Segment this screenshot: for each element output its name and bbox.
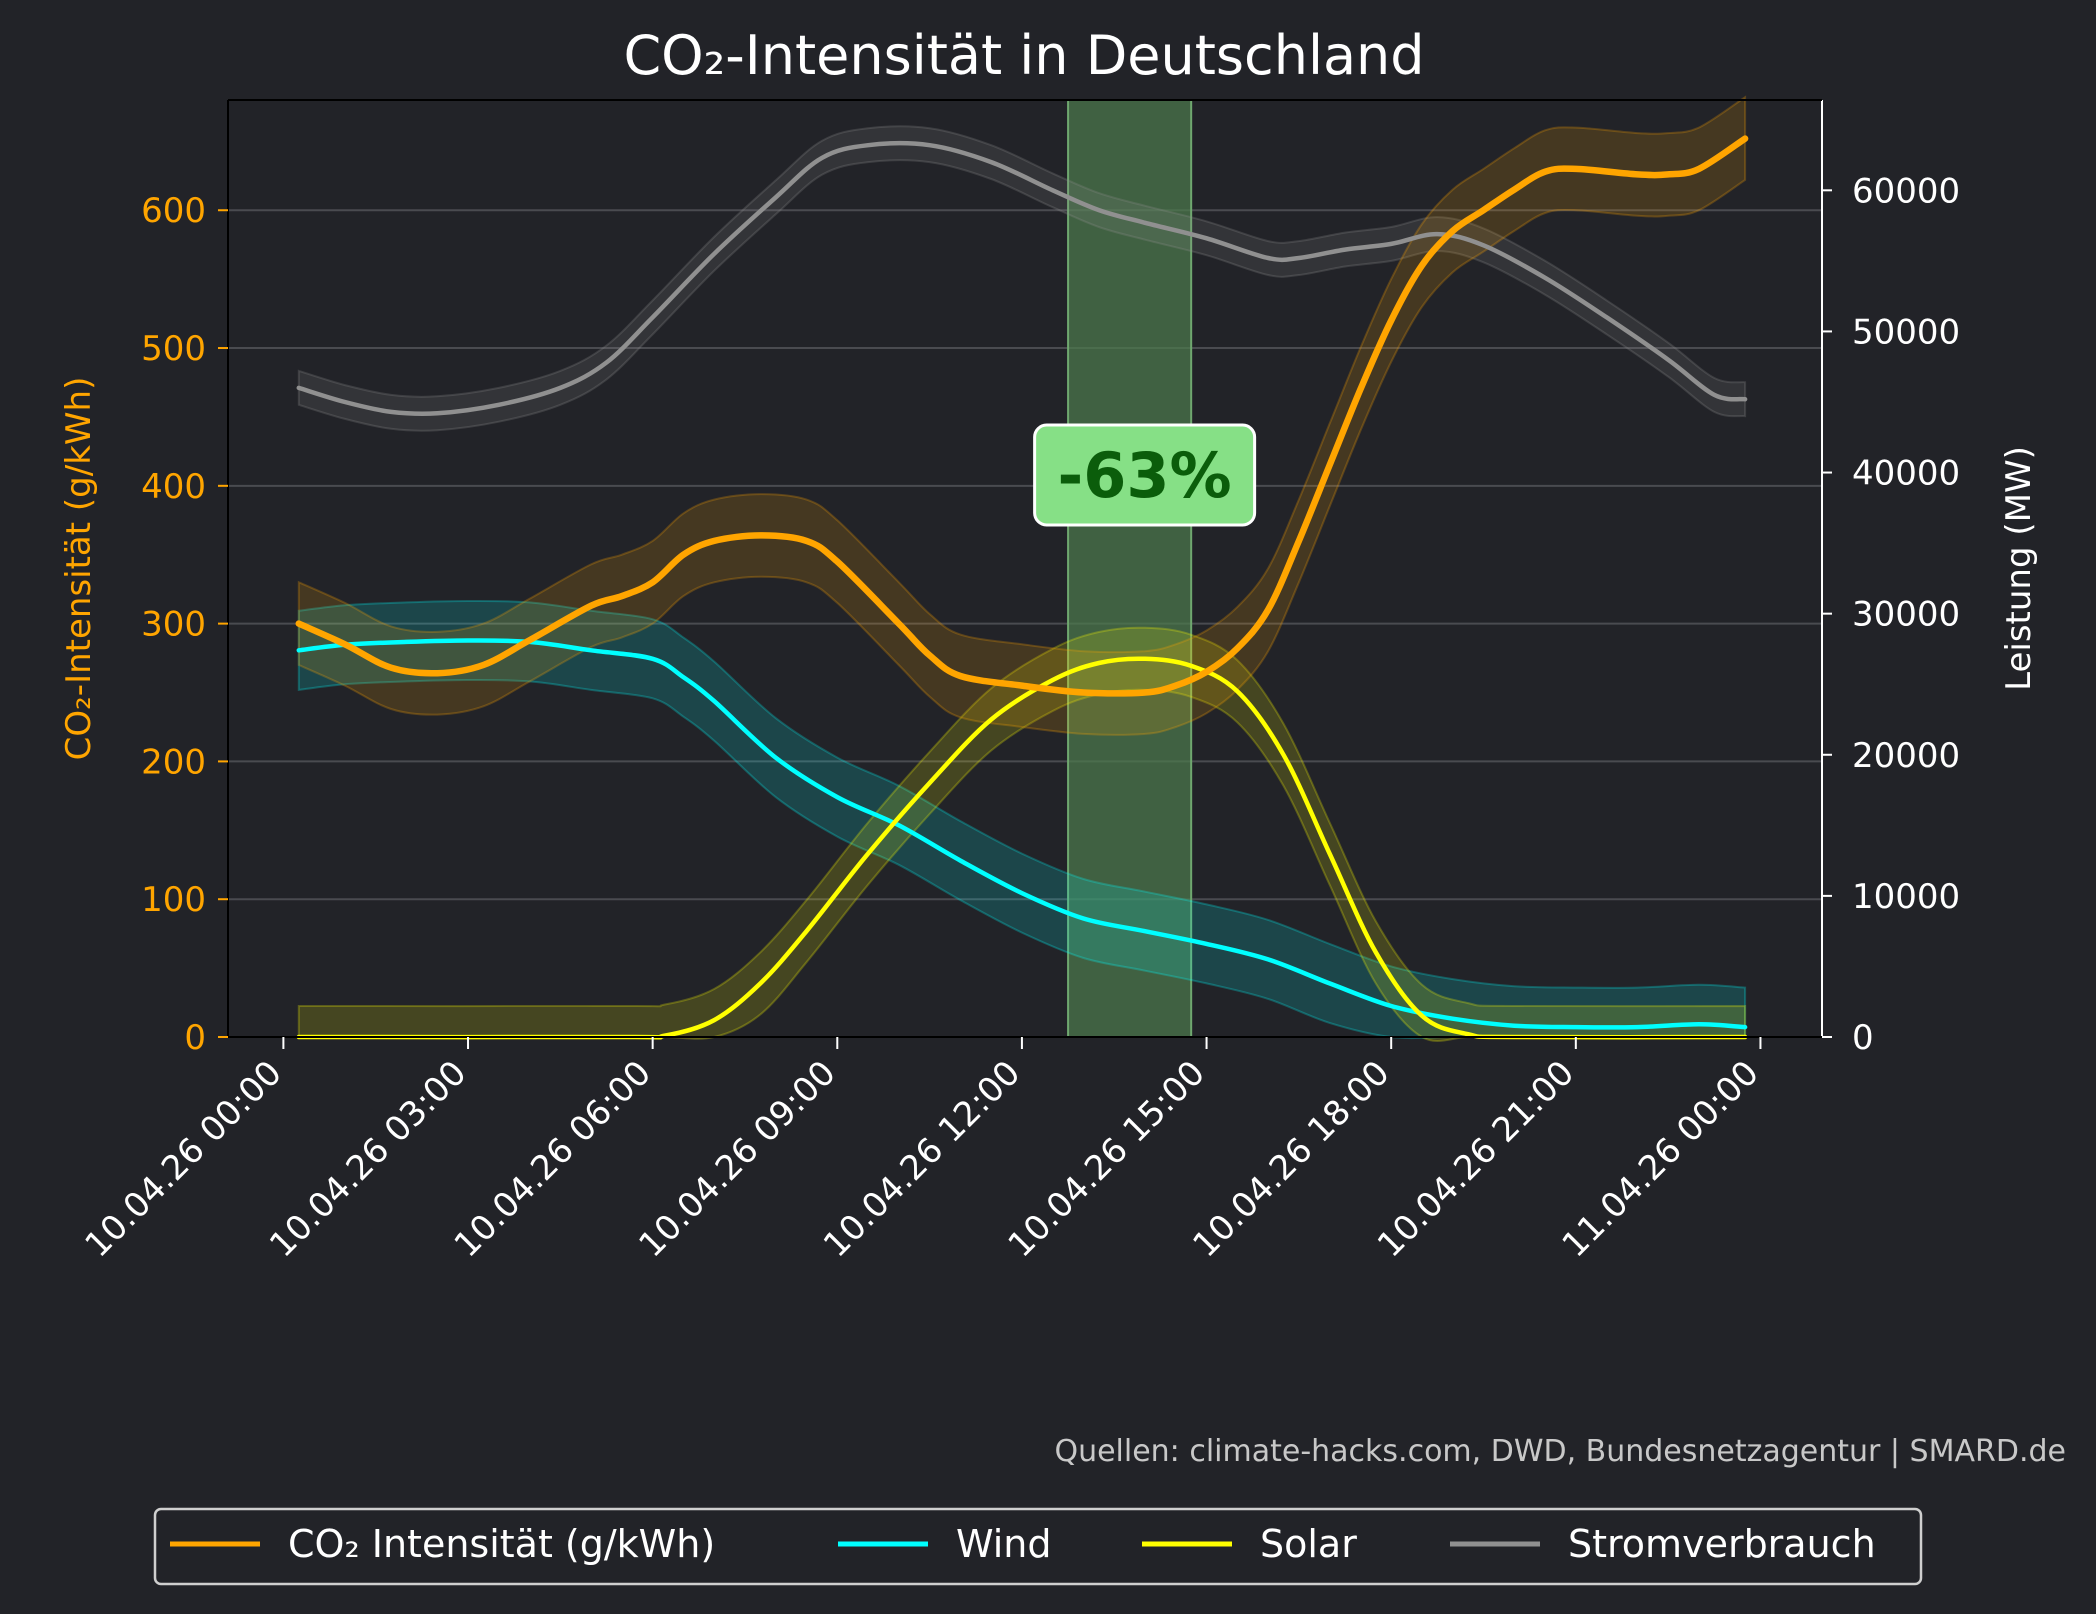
series-line-0: [295, 135, 1749, 697]
legend-label: CO₂ Intensität (g/kWh): [288, 1522, 715, 1566]
y-tick-label-left: 0: [184, 1018, 206, 1058]
y-tick-label-left: 500: [141, 329, 206, 369]
y-ticks-right: 0 10000 20000 30000 40000 50000 60000: [1822, 171, 1960, 1058]
y-tick-label-left: 100: [141, 880, 206, 920]
y-tick-label-right: 40000: [1852, 454, 1960, 494]
y-tick-label-right: 30000: [1852, 595, 1960, 635]
y-tick-label-left: 600: [141, 191, 206, 231]
y-tick-label-right: 20000: [1852, 736, 1960, 776]
grid: [228, 100, 1822, 1037]
y-tick-label-left: 200: [141, 742, 206, 782]
change-badge-box: [1033, 423, 1257, 527]
y-tick-label-left: 400: [141, 467, 206, 507]
highlight-span: [1067, 99, 1193, 1038]
series-lines: [295, 135, 1749, 1040]
y-tick-label-right: 50000: [1852, 312, 1960, 352]
band-1: [297, 599, 1747, 1040]
y-tick-label-right: 0: [1852, 1018, 1874, 1058]
band-3: [297, 125, 1747, 432]
legend-frame: [153, 1507, 1923, 1586]
y-axis-label-left: CO₂-Intensität (g/kWh): [59, 377, 99, 761]
y-axis-label-right: Leistung (MW): [1999, 446, 2039, 691]
y-ticks-left: 0 100 200 300 400 500 600: [141, 191, 228, 1058]
source-note: Quellen: climate-hacks.com, DWD, Bundesn…: [1054, 1434, 2066, 1469]
plot-area: [228, 100, 1822, 1037]
series-line-2: [296, 656, 1748, 1040]
y-tick-label-right: 60000: [1852, 171, 1960, 211]
legend: CO₂ Intensität (g/kWh) Wind Solar Stromverb…: [153, 1507, 1923, 1586]
highlight-region: [1067, 99, 1193, 1038]
legend-label: Stromverbrauch: [1568, 1522, 1876, 1566]
change-badge: -63%: [1033, 423, 1257, 527]
legend-label: Wind: [956, 1522, 1052, 1566]
series-line-1: [296, 638, 1748, 1030]
series-line-3: [296, 141, 1748, 417]
y-tick-label-left: 300: [141, 605, 206, 645]
change-badge-label: -63%: [1058, 439, 1232, 512]
chart-title: CO₂-Intensität in Deutschland: [623, 24, 1424, 87]
legend-label: Solar: [1260, 1522, 1357, 1566]
y-tick-label-right: 10000: [1852, 877, 1960, 917]
